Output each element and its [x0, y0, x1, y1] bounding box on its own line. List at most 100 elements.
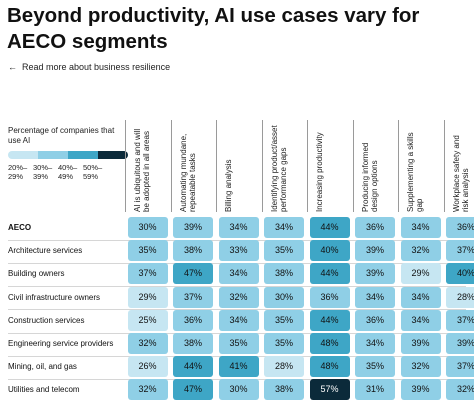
- heatmap-cell: 35%: [218, 333, 259, 354]
- legend-label-2: 30%–39%: [33, 163, 53, 181]
- column-divider: [352, 120, 354, 212]
- column-header-label: Supplementing a skills gap: [406, 132, 424, 212]
- legend-swatch-2: [38, 151, 68, 159]
- heatmap-cell: 34%: [264, 217, 304, 238]
- column-divider: [216, 120, 217, 212]
- column-header-label: Workplace safety and risk analysis: [451, 135, 470, 212]
- heatmap-cell: 35%: [264, 309, 304, 331]
- heatmap-cell: 39%: [400, 379, 441, 401]
- column-header-producing-informed-design-options: Producing informed design options: [361, 122, 379, 212]
- legend-label-4: 50%–59%: [83, 163, 103, 181]
- legend-swatch-1: [8, 151, 38, 159]
- heatmap-cell: 28%: [446, 286, 474, 308]
- heatmap-cell: 37%: [173, 286, 213, 308]
- heatmap-cell: 35%: [264, 240, 304, 262]
- heatmap-cell: 32%: [218, 286, 259, 308]
- column-divider: [307, 120, 308, 212]
- heatmap-cell: 37%: [446, 356, 474, 378]
- heatmap-cell: 57%: [309, 379, 350, 401]
- column-divider: [261, 120, 263, 212]
- heatmap-cell: 44%: [309, 263, 350, 285]
- column-header-identifying-product-asset-performance-gaps: Identifying product/asset performance ga…: [270, 122, 288, 212]
- column-header-label: Automating mundane, repeatable tasks: [178, 133, 197, 212]
- heatmap-cell: 47%: [173, 263, 213, 285]
- back-link[interactable]: ← Read more about business resilience: [8, 62, 170, 72]
- heatmap-cell: 35%: [264, 333, 304, 354]
- column-header-label: Producing informed design options: [360, 142, 379, 212]
- heatmap-cell: 44%: [173, 356, 213, 378]
- legend-color-bar: [8, 151, 128, 159]
- heatmap-cell: 32%: [446, 379, 474, 401]
- heatmap-cell: 30%: [264, 286, 304, 308]
- column-divider: [398, 120, 399, 212]
- heatmap-cell: 38%: [264, 263, 304, 285]
- column-header-automating-mundane-repeatable-tasks: Automating mundane, repeatable tasks: [179, 122, 197, 212]
- heatmap-cell: 31%: [355, 379, 395, 401]
- heatmap-cell: 44%: [309, 217, 350, 238]
- heatmap-cell: 32%: [400, 240, 441, 262]
- heatmap-cell: 36%: [173, 309, 213, 331]
- heatmap-cell: 36%: [355, 309, 395, 331]
- column-header-billing-analysis: Billing analysis: [224, 122, 237, 212]
- arrow-left-icon: ←: [8, 62, 17, 72]
- heatmap-cell: 34%: [400, 309, 441, 331]
- heatmap-cell: 32%: [127, 379, 168, 401]
- heatmap-cell: 34%: [355, 333, 395, 354]
- heatmap-cell: 32%: [127, 333, 168, 354]
- heatmap-cell: 38%: [264, 379, 304, 401]
- row-label-utilities-and-telecom: Utilities and telecom: [8, 385, 80, 395]
- column-divider: [170, 120, 172, 212]
- heatmap-cell: 35%: [355, 356, 395, 378]
- chart-title: Beyond productivity, AI use cases vary f…: [7, 4, 420, 53]
- heatmap-cell: 34%: [400, 286, 441, 308]
- row-label-architecture-services: Architecture services: [8, 246, 83, 256]
- heatmap-cell: 29%: [400, 263, 441, 285]
- heatmap-cell: 29%: [127, 286, 168, 308]
- heatmap-cell: 48%: [309, 333, 350, 354]
- row-label-aeco: AECO: [8, 223, 32, 232]
- row-label-construction-services: Construction services: [8, 315, 85, 325]
- heatmap-cell: 37%: [446, 240, 474, 262]
- heatmap-cell: 37%: [446, 309, 474, 331]
- heatmap-cell: 30%: [127, 217, 168, 238]
- heatmap-cell: 30%: [218, 379, 259, 401]
- heatmap-cell: 38%: [173, 240, 213, 262]
- column-header-workplace-safety-and-risk-analysis: Workplace safety and risk analysis: [452, 122, 470, 212]
- column-divider: [125, 120, 126, 212]
- legend-labels: 20%–29% 30%–39% 40%–49% 50%–59%: [8, 163, 133, 181]
- heatmap-cell: 39%: [173, 217, 213, 238]
- column-header-ai-is-ubiquitous-and-will-be-adopted-in-all-areas: AI is ubiquitous and will be adopted in …: [133, 122, 151, 212]
- heatmap-cell: 28%: [264, 356, 304, 378]
- heatmap-cell: 40%: [446, 263, 474, 285]
- legend-swatch-4: [98, 151, 128, 159]
- heatmap-cell: 39%: [355, 263, 395, 285]
- column-header-label: Billing analysis: [224, 159, 233, 212]
- heatmap-cell: 40%: [309, 240, 350, 262]
- heatmap-cell: 44%: [309, 309, 350, 331]
- heatmap-cell: 41%: [218, 356, 259, 378]
- heatmap-cell: 37%: [127, 263, 168, 285]
- row-label-mining-oil-and-gas: Mining, oil, and gas: [8, 362, 77, 372]
- heatmap-cell: 34%: [218, 263, 259, 285]
- column-header-increasing-productivity: Increasing productivity: [315, 122, 328, 212]
- column-header-label: Identifying product/asset performance ga…: [269, 125, 288, 212]
- column-divider: [443, 120, 445, 212]
- heatmap-cell: 36%: [446, 217, 474, 238]
- heatmap-cell: 39%: [400, 333, 441, 354]
- heatmap-cell: 32%: [400, 356, 441, 378]
- heatmap-cell: 47%: [173, 379, 213, 401]
- row-label-engineering-service-providers: Engineering service providers: [8, 339, 114, 348]
- heatmap-cell: 34%: [218, 217, 259, 238]
- heatmap-cell: 39%: [355, 240, 395, 262]
- heatmap-cell: 36%: [355, 217, 395, 238]
- column-header-label: AI is ubiquitous and will be adopted in …: [133, 128, 151, 212]
- heatmap-cell: 34%: [355, 286, 395, 308]
- row-label-building-owners: Building owners: [8, 269, 65, 279]
- heatmap-cell: 34%: [400, 217, 441, 238]
- column-header-label: Increasing productivity: [315, 132, 324, 212]
- heatmap-cell: 33%: [218, 240, 259, 262]
- heatmap-cell: 34%: [218, 309, 259, 331]
- column-header-supplementing-a-skills-gap: Supplementing a skills gap: [406, 122, 424, 212]
- heatmap-cell: 48%: [309, 356, 350, 378]
- legend-title: Percentage of companies that use AI: [8, 126, 115, 145]
